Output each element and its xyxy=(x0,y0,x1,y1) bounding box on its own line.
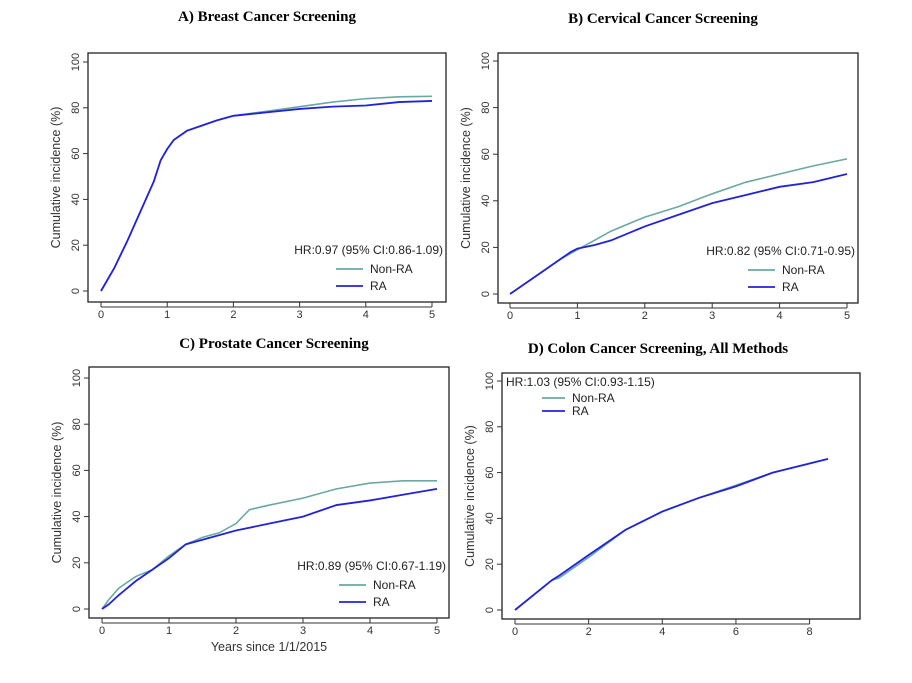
legend-label: Non-RA xyxy=(572,391,615,405)
x-tick-label: 4 xyxy=(777,310,783,322)
hazard-ratio-annotation: HR:0.82 (95% CI:0.71-0.95) xyxy=(706,244,855,258)
series-line-ra xyxy=(101,487,438,610)
series-line-ra xyxy=(100,100,433,292)
x-tick-label: 4 xyxy=(367,625,373,637)
y-tick-label: 40 xyxy=(484,512,496,524)
panel-d: D) Colon Cancer Screening, All Methods 0 2… xyxy=(463,341,861,638)
series-line-ra xyxy=(509,173,848,295)
panel-title: C) Prostate Cancer Screening xyxy=(179,336,369,352)
panel-b: B) Cervical Cancer Screening 0 1 2 3 4 5 0 20 40 6… xyxy=(459,11,859,322)
x-tick-label: 0 xyxy=(99,625,105,637)
y-tick-label: 0 xyxy=(484,607,496,613)
y-tick-label: 0 xyxy=(480,291,492,297)
x-tick-label: 2 xyxy=(642,310,648,322)
plot-frame xyxy=(497,52,859,304)
series-line-non-ra xyxy=(514,458,829,611)
x-tick-label: 4 xyxy=(659,626,665,638)
x-tick-label: 2 xyxy=(233,625,239,637)
panel-title: A) Breast Cancer Screening xyxy=(178,9,356,25)
x-tick-label: 8 xyxy=(807,626,813,638)
hazard-ratio-annotation: HR:1.03 (95% CI:0.93-1.15) xyxy=(506,375,655,389)
y-tick-label: 80 xyxy=(480,101,492,113)
y-tick-label: 40 xyxy=(70,193,82,205)
x-axis-label: Years since 1/1/2015 xyxy=(211,640,327,654)
y-tick-label: 80 xyxy=(484,421,496,433)
x-tick-label: 0 xyxy=(512,626,518,638)
y-tick-label: 20 xyxy=(480,241,492,253)
x-tick-label: 1 xyxy=(574,310,580,322)
y-axis-label: Cumulative incidence (%) xyxy=(49,107,63,249)
x-tick-label: 5 xyxy=(434,625,440,637)
series-line-ra xyxy=(514,457,829,611)
panel-title: D) Colon Cancer Screening, All Methods xyxy=(528,341,788,357)
y-tick-label: 60 xyxy=(484,466,496,478)
x-tick-label: 5 xyxy=(844,310,850,322)
x-tick-label: 3 xyxy=(300,625,306,637)
y-tick-label: 100 xyxy=(480,52,492,70)
x-tick-label: 1 xyxy=(166,625,172,637)
x-tick-label: 4 xyxy=(363,309,369,321)
plot-frame xyxy=(501,372,861,620)
y-tick-label: 0 xyxy=(71,606,83,612)
x-tick-label: 2 xyxy=(586,626,592,638)
legend-label: RA xyxy=(572,404,589,418)
y-tick-label: 100 xyxy=(484,372,496,390)
legend-label: RA xyxy=(782,280,799,294)
legend-label: RA xyxy=(370,279,387,293)
x-tick-label: 5 xyxy=(429,309,435,321)
y-tick-label: 20 xyxy=(70,239,82,251)
panel-title: B) Cervical Cancer Screening xyxy=(568,11,758,27)
hazard-ratio-annotation: HR:0.97 (95% CI:0.86-1.09) xyxy=(294,243,443,257)
y-tick-label: 60 xyxy=(480,148,492,160)
legend-label: Non-RA xyxy=(370,262,413,276)
y-axis-label: Cumulative incidence (%) xyxy=(459,107,473,249)
legend-label: Non-RA xyxy=(373,578,416,592)
x-tick-label: 0 xyxy=(507,310,513,322)
y-tick-label: 100 xyxy=(70,53,82,71)
hazard-ratio-annotation: HR:0.89 (95% CI:0.67-1.19) xyxy=(297,559,446,573)
y-tick-label: 100 xyxy=(71,369,83,387)
y-axis-label: Cumulative incidence (%) xyxy=(463,425,477,567)
x-tick-label: 3 xyxy=(297,309,303,321)
panel-a: A) Breast Cancer Screening 0 1 2 3 4 5 0 20 40 60 8… xyxy=(49,9,447,321)
panel-c: C) Prostate Cancer Screening 0 1 2 3 4 5 0 20 40 6… xyxy=(50,336,450,654)
x-tick-label: 2 xyxy=(230,309,236,321)
y-tick-label: 60 xyxy=(71,464,83,476)
series-line-non-ra xyxy=(101,479,437,610)
legend-label: Non-RA xyxy=(782,263,825,277)
x-tick-label: 3 xyxy=(709,310,715,322)
y-tick-label: 40 xyxy=(71,510,83,522)
y-tick-label: 80 xyxy=(71,418,83,430)
y-axis-label: Cumulative incidence (%) xyxy=(50,422,64,564)
plot-frame xyxy=(88,366,450,619)
y-tick-label: 60 xyxy=(70,147,82,159)
x-tick-label: 0 xyxy=(98,309,104,321)
y-tick-label: 20 xyxy=(71,557,83,569)
x-tick-label: 6 xyxy=(733,626,739,638)
x-tick-label: 1 xyxy=(164,309,170,321)
y-tick-label: 80 xyxy=(70,102,82,114)
plot-frame xyxy=(87,52,447,303)
y-tick-label: 20 xyxy=(484,558,496,570)
y-tick-label: 40 xyxy=(480,195,492,207)
y-tick-label: 0 xyxy=(70,288,82,294)
legend-label: RA xyxy=(373,595,390,609)
